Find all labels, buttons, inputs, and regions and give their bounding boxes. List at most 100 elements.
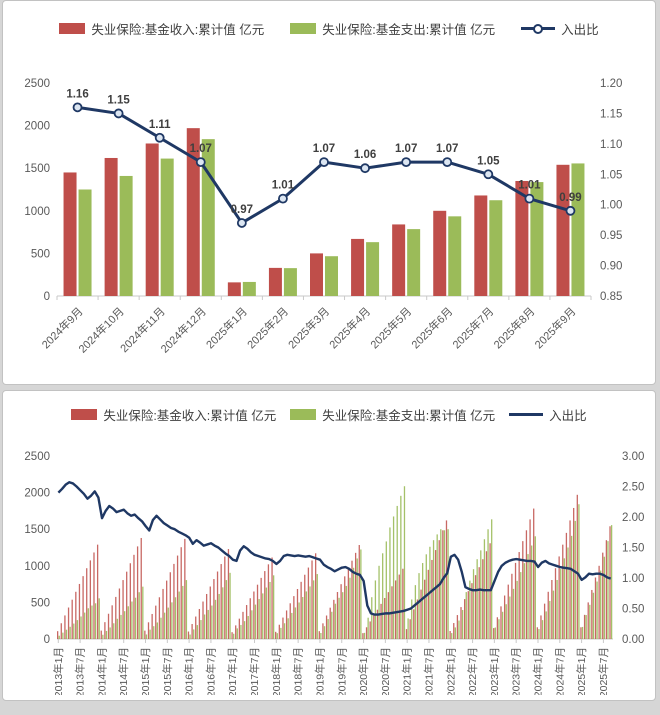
expenditure-bar	[316, 574, 318, 639]
expenditure-bar	[302, 596, 304, 639]
income-bar	[551, 580, 553, 639]
expenditure-bar	[80, 616, 82, 639]
income-bars	[63, 128, 570, 296]
income-bar	[253, 591, 255, 639]
income-bar	[318, 631, 320, 639]
expenditure-bar	[378, 565, 380, 639]
income-bar	[449, 631, 451, 639]
expenditure-bar	[240, 624, 242, 639]
income-bar	[365, 627, 368, 639]
income-bar	[525, 530, 528, 639]
income-bar	[198, 608, 201, 639]
income-bar	[96, 544, 99, 639]
expenditure-bar	[345, 585, 347, 639]
ratio-data-label: 1.07	[313, 143, 335, 155]
income-bar	[78, 583, 81, 639]
legend-label-ratio: 入出比	[561, 22, 599, 37]
income-bar	[416, 599, 419, 639]
income-bar	[86, 568, 88, 639]
income-bar	[467, 591, 469, 639]
income-bar	[474, 195, 488, 296]
svg-text:2022年7月: 2022年7月	[466, 647, 479, 695]
income-bar	[529, 519, 531, 639]
ratio-data-label: 1.06	[354, 149, 376, 161]
income-bar	[362, 633, 364, 639]
income-bar	[136, 546, 139, 639]
svg-text:2014年7月: 2014年7月	[117, 647, 130, 695]
svg-text:1.10: 1.10	[600, 139, 622, 151]
income-bar	[278, 624, 280, 639]
income-bar	[434, 550, 437, 639]
expenditure-bar	[251, 610, 253, 639]
expenditure-bar	[127, 606, 129, 639]
svg-text:2023年7月: 2023年7月	[510, 647, 523, 695]
income-bar	[420, 589, 422, 639]
expenditure-bar	[356, 558, 358, 639]
svg-text:0.85: 0.85	[600, 291, 622, 303]
svg-text:2025年4月: 2025年4月	[326, 304, 373, 351]
income-bar	[209, 586, 211, 639]
income-bar	[129, 563, 131, 639]
income-bar	[433, 210, 447, 296]
expenditure-bar	[531, 545, 533, 639]
income-bar	[296, 589, 299, 639]
income-bar	[514, 562, 517, 639]
income-bar	[522, 541, 524, 639]
expenditure-bar	[610, 525, 613, 639]
income-bar	[93, 552, 95, 639]
svg-text:2025年9月: 2025年9月	[531, 304, 578, 351]
income-bar	[576, 494, 578, 639]
income-bar	[438, 540, 440, 639]
income-bar	[409, 619, 411, 639]
income-bar	[300, 581, 302, 639]
expenditure-bar	[305, 591, 308, 639]
income-bar	[260, 577, 262, 639]
income-bar	[609, 526, 611, 639]
income-bar	[369, 621, 371, 639]
expenditure-bar	[509, 596, 511, 639]
svg-text:1000: 1000	[24, 206, 50, 218]
ratio-data-label: 1.07	[436, 143, 458, 155]
svg-text:2016年1月: 2016年1月	[183, 647, 196, 695]
svg-text:2015年1月: 2015年1月	[139, 647, 152, 695]
expenditure-bar	[389, 527, 391, 639]
svg-text:2021年1月: 2021年1月	[401, 647, 414, 695]
income-bar	[547, 591, 549, 639]
right-axis-labels: 0.00 0.50 1.00 1.50 2.00 2.50 3.00	[622, 451, 644, 646]
income-bar	[256, 584, 259, 639]
expenditure-bar	[400, 495, 402, 639]
svg-text:2025年6月: 2025年6月	[408, 304, 455, 351]
expenditure-bar	[549, 600, 551, 639]
income-bar	[398, 574, 400, 639]
expenditure-bar	[193, 629, 195, 639]
expenditure-bar	[552, 590, 555, 639]
x-axis-labels: 2013年1月 2013年7月 2014年1月 2014年7月 2015年1月 2015年…	[52, 647, 610, 695]
income-bar	[387, 592, 389, 639]
expenditure-bar	[258, 599, 260, 639]
expenditure-bar	[465, 592, 467, 639]
expenditure-bar	[163, 612, 166, 639]
expenditure-bars	[78, 139, 585, 296]
svg-text:1.00: 1.00	[622, 573, 644, 585]
income-bar	[413, 609, 415, 639]
income-bar	[271, 557, 273, 639]
expenditure-bar	[585, 615, 587, 639]
income-bar	[394, 580, 397, 639]
expenditure-bar	[501, 611, 504, 639]
expenditure-bar	[200, 620, 202, 639]
svg-text:2025年3月: 2025年3月	[285, 304, 332, 351]
income-bar	[126, 571, 128, 639]
right-axis-labels: 0.85 0.90 0.95 1.00 1.05 1.10 1.15 1.20	[600, 78, 622, 303]
income-bar	[602, 552, 604, 639]
expenditure-bar	[73, 623, 75, 639]
expenditure-bar	[84, 612, 86, 639]
income-bar	[173, 563, 175, 639]
expenditure-bar	[323, 626, 326, 639]
expenditure-bar	[447, 529, 449, 639]
ratio-marker	[195, 157, 206, 168]
legend-item-expenditure: 失业保险:基金支出:累计值 亿元	[290, 405, 495, 424]
ratio-marker	[154, 132, 165, 143]
income-bar	[605, 540, 608, 639]
expenditure-bar	[225, 580, 228, 639]
expenditure-bar	[603, 556, 605, 639]
